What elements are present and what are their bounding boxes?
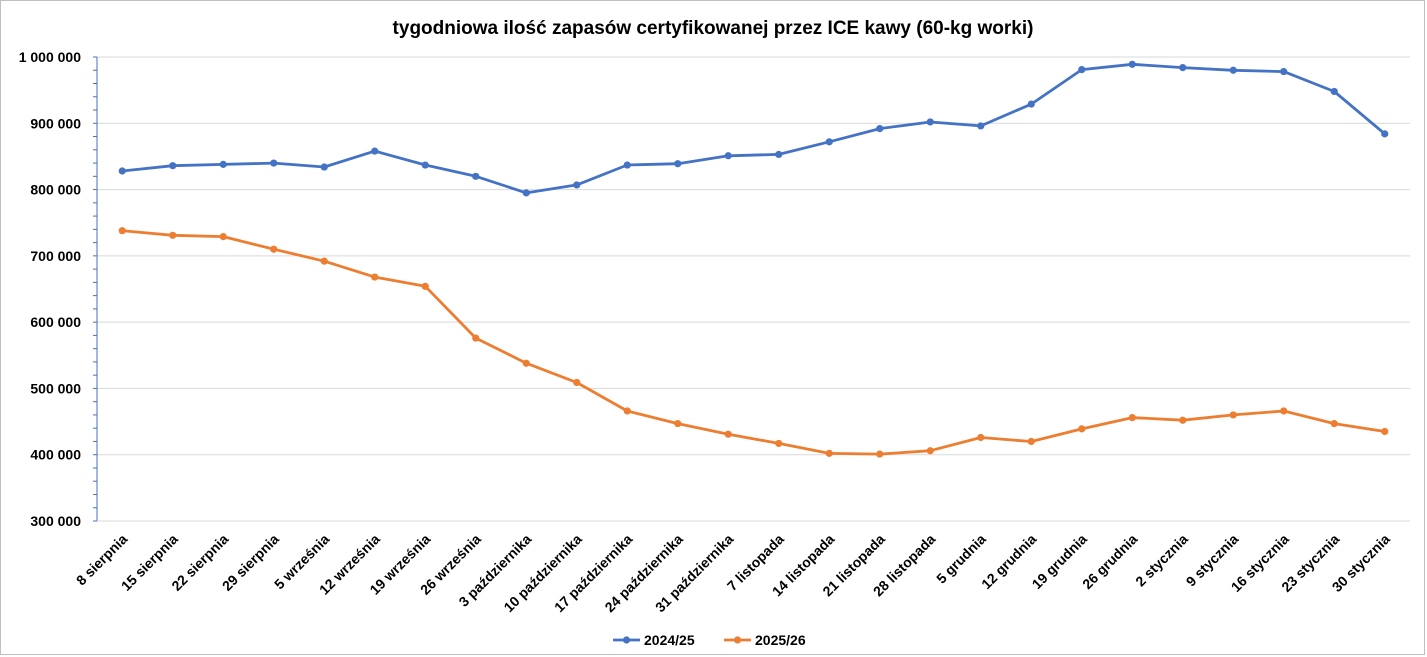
data-point [169,162,177,170]
data-point [674,419,682,428]
data-point [1330,87,1338,96]
data-point [472,334,480,342]
data-point [1280,407,1288,415]
data-point [977,122,985,130]
data-point [623,407,631,415]
data-point [270,159,278,167]
data-point [320,163,328,171]
data-point [421,282,429,290]
data-point [522,189,530,197]
data-point [724,430,732,438]
data-point [1179,64,1187,72]
data-point [825,138,833,146]
y-tick-label: 500 000 [30,380,81,396]
data-point [825,449,833,457]
series-line-0 [120,62,1387,195]
data-point [1381,427,1389,436]
data-point [371,147,379,155]
data-point [169,231,177,239]
data-point [1128,413,1136,422]
data-point [1027,100,1035,108]
x-tick-label: 2 stycznia [1132,531,1191,590]
data-point [1381,130,1389,138]
legend-label-1: 2025/26 [755,632,806,648]
data-point [926,447,934,455]
data-point [977,433,985,442]
data-point [573,378,581,387]
legend-marker-0 [622,636,631,644]
y-tick-label: 1 000 000 [19,49,81,65]
legend-marker-1 [733,636,742,644]
data-point [118,227,126,235]
legend-label-0: 2024/25 [644,632,695,648]
data-point [371,273,379,281]
data-point [270,245,278,253]
data-point [573,181,581,189]
data-point [522,359,530,367]
y-tick-label: 600 000 [30,314,81,330]
y-tick-label: 700 000 [30,248,81,264]
data-point [421,161,429,169]
data-point [876,124,884,133]
data-point [926,118,934,126]
y-tick-label: 300 000 [30,513,81,529]
y-tick-label: 400 000 [30,447,81,463]
data-point [1078,65,1086,74]
y-tick-label: 900 000 [30,115,81,131]
data-point [118,167,126,175]
data-point [219,160,227,168]
data-point [1229,411,1237,419]
data-point [1078,425,1086,433]
data-point [724,152,732,160]
data-point [1179,416,1187,424]
data-point [1330,419,1338,428]
data-point [674,160,682,168]
data-point [1128,60,1136,68]
data-point [320,257,328,265]
data-point [1027,437,1035,446]
y-tick-label: 800 000 [30,182,81,198]
x-tick-label: 26 grudnia [1079,531,1141,593]
data-point [1229,66,1237,74]
data-point [219,233,227,241]
data-point [1280,67,1288,76]
data-point [472,172,480,180]
data-point [876,450,884,458]
data-point [775,150,783,159]
data-point [623,161,631,169]
series-line-1 [120,229,1387,456]
data-point [775,439,783,448]
chart-title: tygodniowa ilość zapasów certyfikowanej … [393,18,1034,39]
